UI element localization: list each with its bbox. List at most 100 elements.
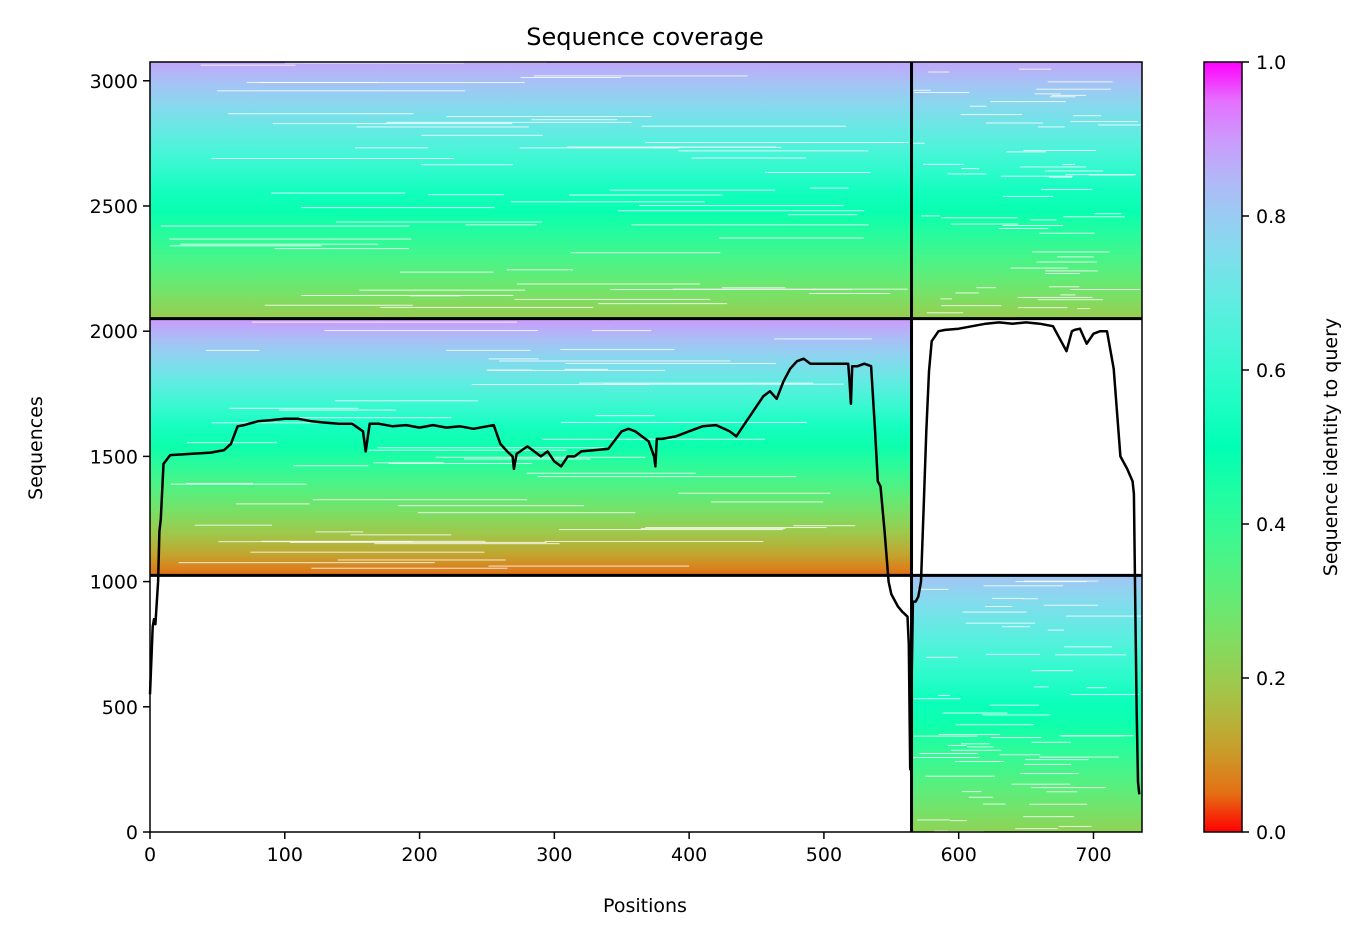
msa-gap: [653, 146, 782, 148]
msa-gap: [938, 734, 1001, 736]
msa-gap: [1018, 68, 1052, 70]
msa-gap: [1029, 219, 1057, 221]
msa-gap: [1047, 629, 1064, 631]
msa-gap: [721, 287, 786, 289]
msa-gap: [487, 369, 665, 371]
msa-gap: [990, 737, 1042, 739]
msa-gap: [983, 803, 1006, 805]
msa-gap: [1062, 163, 1076, 165]
msa-gap: [324, 330, 538, 332]
msa-gap: [499, 360, 731, 362]
msa-gap: [274, 248, 410, 250]
msa-gap: [186, 482, 253, 484]
msa-gap: [398, 505, 585, 507]
msa-gap: [595, 415, 655, 417]
y-tick-label: 1500: [90, 446, 138, 468]
msa-gap: [990, 101, 1066, 103]
msa-gap: [641, 125, 846, 127]
msa-gap: [272, 123, 513, 125]
msa-gap: [941, 217, 1018, 219]
msa-gap: [368, 449, 567, 451]
msa-gap: [334, 400, 478, 402]
x-tick-label: 100: [267, 844, 303, 866]
msa-gap: [259, 81, 525, 83]
msa-gap: [923, 163, 964, 165]
msa-gap: [520, 77, 622, 79]
msa-gap: [947, 744, 967, 746]
msa-gap: [1015, 581, 1087, 583]
msa-gap: [1060, 294, 1076, 296]
msa-gap: [579, 382, 814, 384]
msa-gap: [537, 476, 797, 478]
msa-gap: [617, 210, 865, 212]
colorbar: 0.0 0.2 0.4 0.6 0.8 1.0: [1203, 52, 1286, 844]
msa-gap: [986, 653, 1041, 655]
msa-gap: [1047, 81, 1113, 83]
msa-gap: [983, 585, 1063, 587]
msa-gap: [809, 187, 849, 189]
msa-gap: [446, 349, 531, 351]
msa-gap: [1069, 694, 1139, 696]
msa-gap: [1023, 816, 1075, 818]
msa-gap: [1015, 828, 1058, 830]
msa-gap: [1049, 96, 1076, 98]
msa-gap: [942, 712, 1008, 714]
msa-gap: [966, 746, 994, 748]
msa-gap: [227, 113, 414, 115]
msa-gap: [926, 312, 964, 314]
msa-gap: [301, 294, 514, 296]
msa-gap: [917, 588, 949, 590]
msa-gap: [1065, 615, 1142, 617]
msa-gap: [421, 134, 543, 136]
msa-gap: [312, 499, 528, 501]
msa-gap: [1059, 735, 1134, 737]
msa-gap: [1049, 286, 1080, 288]
msa-gap: [417, 512, 636, 514]
msa-gap: [925, 775, 995, 777]
msa-gap: [206, 349, 260, 351]
msa-gap: [1018, 307, 1068, 309]
msa-gap: [570, 252, 721, 254]
x-tick-label: 600: [941, 844, 977, 866]
msa-gap: [1045, 272, 1080, 274]
msa-gap: [982, 714, 1051, 716]
msa-gap: [591, 330, 652, 332]
msa-gap: [928, 71, 950, 73]
msa-gap: [718, 237, 864, 239]
msa-gap: [1022, 598, 1038, 600]
msa-gap: [1073, 115, 1102, 117]
msa-gap: [985, 122, 1044, 124]
msa-gap: [211, 422, 355, 424]
colorbar-tick-label: 0.2: [1256, 668, 1286, 690]
msa-gap: [1002, 195, 1054, 197]
msa-gap: [631, 224, 869, 226]
msa-gap: [1036, 88, 1111, 90]
msa-gap: [533, 75, 748, 77]
msa-gap: [299, 417, 452, 419]
msa-gap: [218, 541, 413, 543]
msa-gap: [989, 704, 1039, 706]
msa-gap: [1039, 232, 1095, 234]
msa-gap: [1023, 580, 1099, 582]
msa-gap: [1064, 646, 1112, 648]
msa-gap: [559, 529, 783, 531]
x-tick-label: 300: [536, 844, 572, 866]
msa-gap: [950, 223, 1019, 225]
colorbar-tick-label: 0.6: [1256, 360, 1286, 382]
msa-gap: [446, 116, 652, 118]
msa-gap: [400, 271, 494, 273]
colorbar-scale: [1203, 61, 1243, 833]
msa-gap: [919, 752, 979, 754]
msa-gap: [337, 559, 506, 561]
msa-gap: [531, 119, 618, 121]
msa-gap: [169, 245, 322, 247]
y-tick-label: 500: [102, 697, 138, 719]
msa-gap: [645, 142, 909, 144]
msa-gap: [180, 243, 378, 245]
x-tick-label: 500: [806, 844, 842, 866]
msa-gap: [955, 292, 979, 294]
msa-gap: [1006, 151, 1047, 153]
msa-gap: [645, 527, 827, 529]
msa-gap: [1034, 93, 1061, 95]
msa-gap: [565, 362, 776, 364]
